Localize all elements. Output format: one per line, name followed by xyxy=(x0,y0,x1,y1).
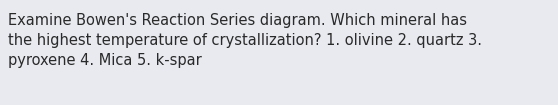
Text: Examine Bowen's Reaction Series diagram. Which mineral has
the highest temperatu: Examine Bowen's Reaction Series diagram.… xyxy=(8,13,482,68)
